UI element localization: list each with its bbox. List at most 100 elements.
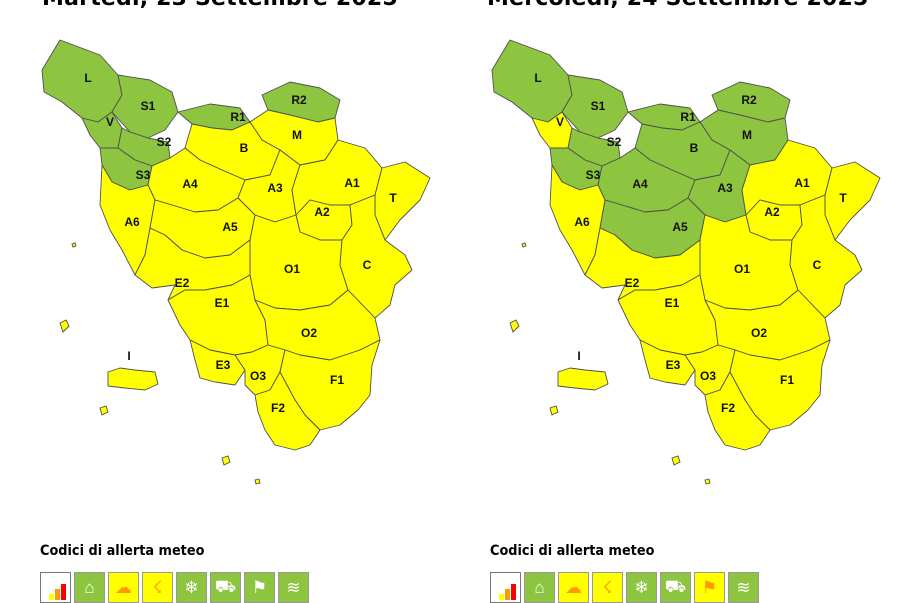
zone-s1[interactable]: [561, 74, 629, 139]
zone-label-o1: O1: [284, 262, 300, 276]
criticality-level-icon: [490, 572, 521, 603]
zone-label-i: I: [127, 349, 130, 363]
zone-label-o3: O3: [700, 369, 716, 383]
zone-label-a6: A6: [574, 215, 590, 229]
zone-label-e2: E2: [625, 276, 640, 290]
zone-label-f1: F1: [780, 373, 794, 387]
island-1: [59, 319, 70, 333]
island-2: [549, 405, 559, 416]
zone-label-t: T: [389, 191, 397, 205]
zone-label-f1: F1: [330, 373, 344, 387]
zone-label-a5: A5: [222, 220, 238, 234]
zone-e3[interactable]: [639, 339, 696, 386]
zone-label-a2: A2: [764, 205, 780, 219]
island-3: [221, 455, 231, 466]
map-date-title: Mercoledì, 24 Settembre 2025: [487, 0, 869, 11]
alert-map-panel-day2: Mercoledì, 24 Settembre 2025 L S1 V S2 S3 R1 R…: [450, 0, 900, 603]
island-1: [509, 319, 520, 333]
zone-label-s1: S1: [591, 99, 606, 113]
zone-label-a6: A6: [124, 215, 140, 229]
tuscany-alert-map: L S1 V S2 S3 R1 R2 M B A4 A3 A1 T A6 A5 A2 O1 C E2 E1 O2 E3 O3…: [491, 39, 881, 485]
zone-label-l: L: [534, 71, 541, 85]
island-4: [704, 478, 711, 485]
zone-label-e3: E3: [666, 358, 681, 372]
zone-label-s3: S3: [586, 168, 601, 182]
zone-label-a4: A4: [632, 177, 648, 191]
alert-map-panel-day1: Martedì, 23 Settembre 2025 L S1 V S2 S3 R1 R2 M…: [0, 0, 450, 603]
legend-icon-row: ⌂ ☁ ☇ ❄ ⛟ ⚑ ≋: [490, 572, 759, 603]
storm-icon: ☁: [558, 572, 589, 603]
tuscany-alert-map: L S1 V S2 S3 R1 R2 M B A4 A3 A1 T A6 A5 A2 O1 C E2 E1 O2 E3 O3…: [41, 39, 431, 485]
zone-label-a5: A5: [672, 220, 688, 234]
storm-icon: ☁: [108, 572, 139, 603]
zone-label-e1: E1: [665, 296, 680, 310]
criticality-bars-icon: [48, 583, 66, 600]
sea-storm-icon: ≋: [728, 572, 759, 603]
map-date-title: Martedì, 23 Settembre 2025: [42, 0, 398, 11]
criticality-bar: [60, 583, 66, 600]
zone-e2[interactable]: [584, 227, 701, 301]
hydrogeological-risk-icon: ☇: [592, 572, 623, 603]
zone-label-l: L: [84, 71, 91, 85]
zone-label-m: M: [292, 128, 302, 142]
zone-label-a2: A2: [314, 205, 330, 219]
zone-label-f2: F2: [721, 401, 735, 415]
zone-label-i: I: [577, 349, 580, 363]
zone-e3[interactable]: [189, 339, 246, 386]
zone-t[interactable]: [374, 161, 431, 241]
zone-label-r1: R1: [680, 110, 696, 124]
zone-label-c: C: [813, 258, 822, 272]
zone-label-e3: E3: [216, 358, 231, 372]
zone-f2[interactable]: [254, 371, 321, 451]
zone-t[interactable]: [824, 161, 881, 241]
criticality-level-icon: [40, 572, 71, 603]
zone-label-a1: A1: [794, 176, 810, 190]
criticality-bars-icon: [498, 583, 516, 600]
hydro-risk-icon: ⌂: [524, 572, 555, 603]
zone-label-f2: F2: [271, 401, 285, 415]
zone-label-a1: A1: [344, 176, 360, 190]
legend-title: Codici di allerta meteo: [40, 543, 205, 559]
zone-label-b: B: [240, 141, 249, 155]
zone-i[interactable]: [107, 367, 159, 391]
zone-label-s2: S2: [157, 135, 172, 149]
legend-icon-row: ⌂ ☁ ☇ ❄ ⛟ ⚑ ≋: [40, 572, 309, 603]
hydro-risk-icon: ⌂: [74, 572, 105, 603]
zone-label-v: V: [106, 115, 114, 129]
zone-i[interactable]: [557, 367, 609, 391]
zone-label-m: M: [742, 128, 752, 142]
criticality-bar: [504, 588, 510, 600]
zone-e2[interactable]: [134, 227, 251, 301]
snow-icon: ❄: [176, 572, 207, 603]
legend-title: Codici di allerta meteo: [490, 543, 655, 559]
zone-label-o3: O3: [250, 369, 266, 383]
zone-l[interactable]: [491, 39, 573, 123]
ice-icon: ⛟: [210, 572, 241, 603]
island-2: [99, 405, 109, 416]
zone-s1[interactable]: [111, 74, 179, 139]
island-5: [521, 242, 527, 248]
wind-icon: ⚑: [244, 572, 275, 603]
island-5: [71, 242, 77, 248]
snow-icon: ❄: [626, 572, 657, 603]
criticality-bar: [54, 588, 60, 600]
zone-label-e2: E2: [175, 276, 190, 290]
island-4: [254, 478, 261, 485]
zone-label-t: T: [839, 191, 847, 205]
zone-l[interactable]: [41, 39, 123, 123]
criticality-bar: [498, 593, 504, 600]
zone-label-c: C: [363, 258, 372, 272]
zone-label-e1: E1: [215, 296, 230, 310]
zone-label-a3: A3: [717, 181, 733, 195]
zone-label-b: B: [690, 141, 699, 155]
criticality-bar: [510, 583, 516, 600]
zone-group: [41, 39, 431, 485]
zone-label-r2: R2: [291, 93, 307, 107]
ice-icon: ⛟: [660, 572, 691, 603]
island-3: [671, 455, 681, 466]
zone-label-a3: A3: [267, 181, 283, 195]
zone-label-s2: S2: [607, 135, 622, 149]
zone-label-o2: O2: [751, 326, 767, 340]
zone-label-r2: R2: [741, 93, 757, 107]
zone-f2[interactable]: [704, 371, 771, 451]
